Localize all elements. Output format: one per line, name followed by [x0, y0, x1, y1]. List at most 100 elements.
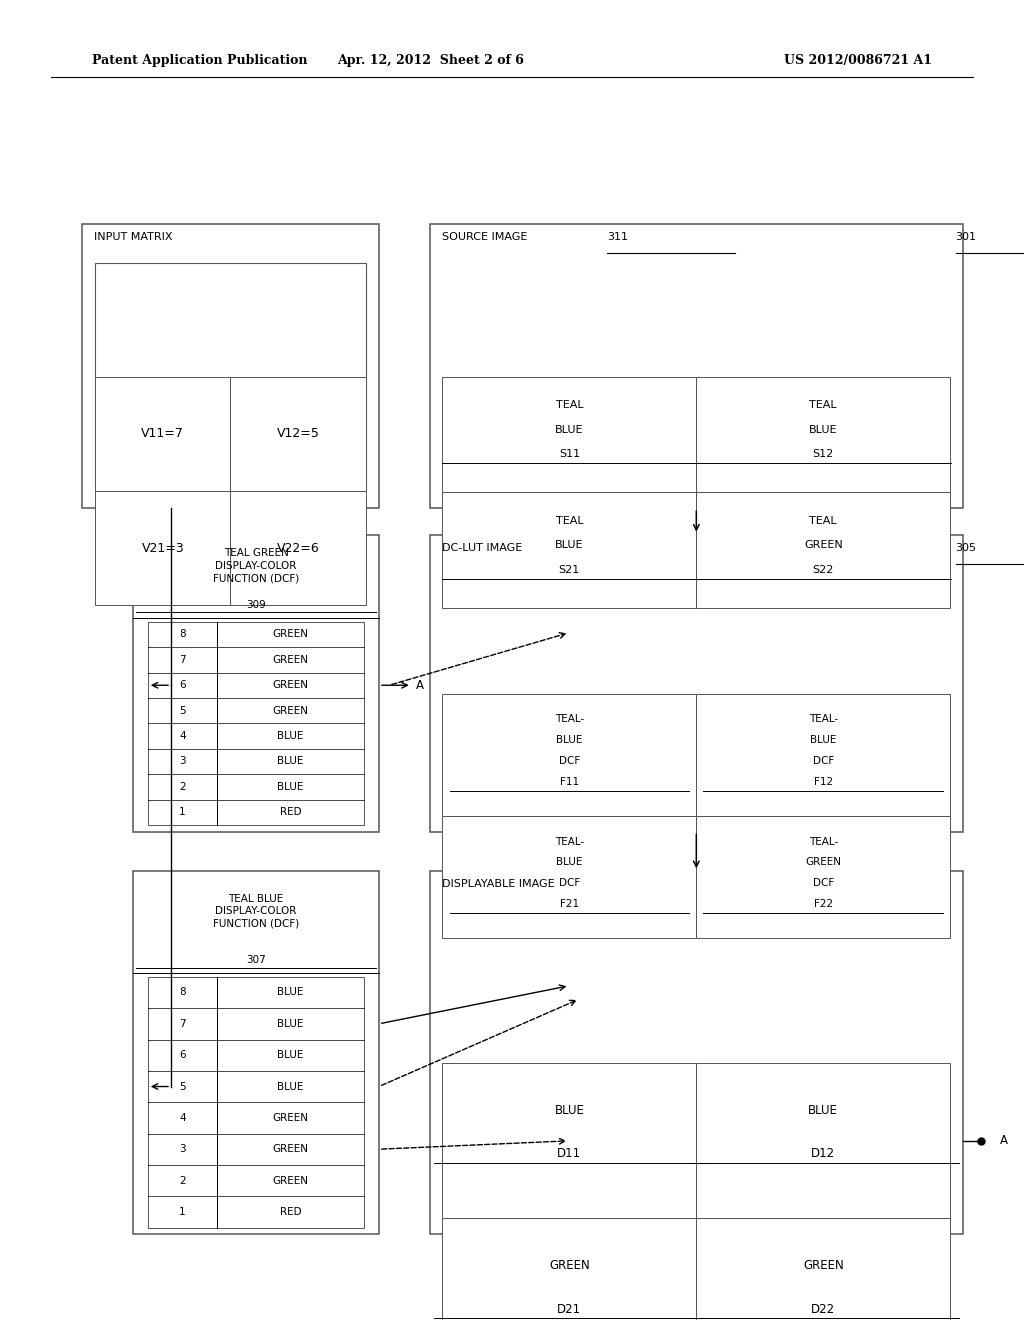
Text: S22: S22 [813, 565, 834, 574]
Bar [230, 378, 366, 491]
Text: S12: S12 [813, 449, 834, 459]
Text: DCF: DCF [559, 878, 580, 888]
Text: 4: 4 [179, 731, 185, 741]
Text: GREEN: GREEN [272, 1113, 308, 1123]
Text: BLUE: BLUE [555, 540, 584, 550]
Text: 311: 311 [607, 232, 629, 243]
Text: 8: 8 [179, 630, 185, 639]
Bar [696, 816, 950, 937]
Bar [430, 224, 963, 508]
Text: BLUE: BLUE [556, 735, 583, 746]
Text: 8: 8 [179, 987, 185, 998]
Text: S21: S21 [559, 565, 580, 574]
Bar [442, 816, 696, 937]
Text: TEAL GREEN
DISPLAY-COLOR
FUNCTION (DCF): TEAL GREEN DISPLAY-COLOR FUNCTION (DCF) [213, 548, 299, 583]
Text: INPUT MATRIX: INPUT MATRIX [94, 232, 176, 243]
Text: DCF: DCF [813, 756, 834, 766]
Text: BLUE: BLUE [554, 1104, 585, 1117]
Text: BLUE: BLUE [810, 735, 837, 746]
Bar [230, 491, 366, 605]
Text: BLUE: BLUE [808, 1104, 839, 1117]
Bar [696, 1064, 950, 1218]
Bar [82, 224, 379, 508]
Text: TEAL-: TEAL- [809, 714, 838, 725]
Text: Apr. 12, 2012  Sheet 2 of 6: Apr. 12, 2012 Sheet 2 of 6 [337, 54, 523, 67]
Text: DCF: DCF [813, 878, 834, 888]
Text: F12: F12 [814, 776, 833, 787]
Text: GREEN: GREEN [272, 1144, 308, 1154]
Text: DC-LUT IMAGE: DC-LUT IMAGE [442, 543, 526, 553]
Text: D22: D22 [811, 1303, 836, 1316]
Bar [133, 535, 379, 832]
Bar [442, 1218, 696, 1320]
Text: D12: D12 [811, 1147, 836, 1160]
Text: GREEN: GREEN [805, 857, 842, 867]
Text: TEAL: TEAL [810, 400, 837, 411]
Text: V22=6: V22=6 [276, 541, 319, 554]
Bar [696, 694, 950, 816]
Bar [133, 871, 379, 1234]
Text: A: A [416, 678, 424, 692]
Text: V12=5: V12=5 [276, 428, 319, 441]
Text: 6: 6 [179, 1051, 185, 1060]
Text: 4: 4 [179, 1113, 185, 1123]
Text: TEAL-: TEAL- [809, 837, 838, 846]
Text: BLUE: BLUE [278, 1019, 304, 1028]
Text: FIG. 3: FIG. 3 [482, 1267, 542, 1286]
Text: A: A [999, 1134, 1008, 1147]
Bar [442, 492, 696, 607]
Text: BLUE: BLUE [809, 425, 838, 434]
Text: DISPLAYABLE IMAGE: DISPLAYABLE IMAGE [442, 879, 558, 890]
Text: 7: 7 [179, 655, 185, 665]
Text: V11=7: V11=7 [141, 428, 184, 441]
Bar [95, 263, 366, 491]
Bar [696, 492, 950, 607]
Text: GREEN: GREEN [549, 1259, 590, 1271]
Text: BLUE: BLUE [278, 731, 304, 741]
Text: TEAL: TEAL [810, 516, 837, 525]
Text: US 2012/0086721 A1: US 2012/0086721 A1 [783, 54, 932, 67]
Text: TEAL-: TEAL- [555, 837, 584, 846]
Text: D21: D21 [557, 1303, 582, 1316]
Bar [430, 871, 963, 1234]
Text: GREEN: GREEN [272, 680, 308, 690]
Text: TEAL-: TEAL- [555, 714, 584, 725]
Text: BLUE: BLUE [555, 425, 584, 434]
Bar [430, 535, 963, 832]
Bar [442, 694, 696, 816]
Text: GREEN: GREEN [803, 1259, 844, 1271]
Text: 7: 7 [179, 1019, 185, 1028]
Text: 5: 5 [179, 1081, 185, 1092]
Text: RED: RED [280, 1206, 301, 1217]
Text: F11: F11 [560, 776, 579, 787]
Bar [442, 1064, 696, 1218]
Bar [95, 378, 230, 491]
Text: GREEN: GREEN [272, 1176, 308, 1185]
Text: D11: D11 [557, 1147, 582, 1160]
Text: SOURCE IMAGE: SOURCE IMAGE [442, 232, 531, 243]
Text: 3: 3 [179, 756, 185, 767]
Text: F21: F21 [560, 899, 579, 908]
Text: 1: 1 [179, 1206, 185, 1217]
Text: TEAL BLUE
DISPLAY-COLOR
FUNCTION (DCF): TEAL BLUE DISPLAY-COLOR FUNCTION (DCF) [213, 894, 299, 929]
Text: TEAL: TEAL [556, 516, 583, 525]
Text: BLUE: BLUE [278, 781, 304, 792]
Text: 307: 307 [246, 954, 266, 965]
Text: 301: 301 [955, 232, 977, 243]
Text: 3: 3 [179, 1144, 185, 1154]
Text: GREEN: GREEN [272, 655, 308, 665]
Text: 305: 305 [955, 543, 977, 553]
Text: GREEN: GREEN [804, 540, 843, 550]
Bar [442, 378, 696, 492]
Text: BLUE: BLUE [278, 987, 304, 998]
Text: TEAL: TEAL [556, 400, 583, 411]
Text: BLUE: BLUE [278, 1081, 304, 1092]
Text: DCF: DCF [559, 756, 580, 766]
Bar [696, 378, 950, 492]
Bar [696, 1218, 950, 1320]
Bar [147, 622, 365, 825]
Text: Patent Application Publication: Patent Application Publication [92, 54, 307, 67]
Text: 6: 6 [179, 680, 185, 690]
Text: GREEN: GREEN [272, 630, 308, 639]
Bar [95, 491, 230, 605]
